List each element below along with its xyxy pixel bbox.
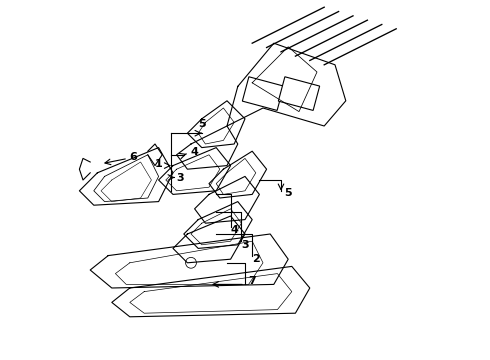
Polygon shape — [243, 77, 284, 111]
Text: 3: 3 — [241, 240, 249, 250]
Text: 1: 1 — [155, 159, 163, 169]
Text: 3: 3 — [176, 173, 184, 183]
Text: 5: 5 — [198, 119, 206, 129]
Polygon shape — [278, 77, 319, 111]
Text: 2: 2 — [252, 254, 260, 264]
Text: 4: 4 — [230, 225, 238, 235]
Text: 4: 4 — [191, 147, 198, 157]
Text: 7: 7 — [248, 276, 256, 286]
Text: 5: 5 — [284, 188, 292, 198]
Text: 6: 6 — [129, 152, 137, 162]
